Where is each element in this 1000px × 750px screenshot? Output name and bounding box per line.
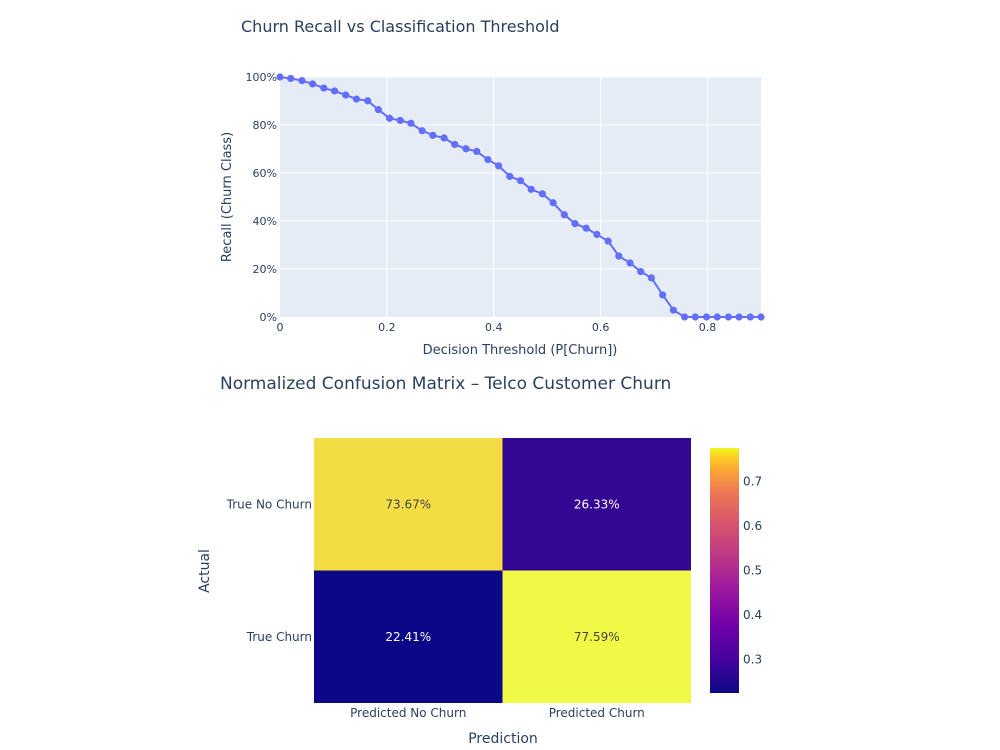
recall-point [462,145,470,153]
recall-point [691,313,699,321]
recall-point [440,134,448,142]
recall-point [713,313,721,321]
x-tick-label: 0.8 [699,321,717,334]
recall-point [560,211,568,219]
recall-point [593,230,601,239]
heatmap-cell-label: 77.59% [574,630,620,644]
recall-point [364,97,372,105]
recall-point [429,131,437,139]
y-tick-label: 40% [253,215,277,228]
recall-point [473,147,481,155]
recall-point [582,224,590,232]
colorbar-tick-label: 0.5 [743,564,762,578]
recall-point [352,95,361,103]
recall-point [669,306,677,314]
heatmap-cell [314,570,503,703]
recall-point [702,313,711,321]
recall-point [647,274,656,282]
recall-point [276,73,284,81]
recall-point [527,185,535,193]
recall-point [724,313,732,321]
recall-point [659,291,667,299]
line-chart-series [276,73,765,321]
recall-point [604,237,612,245]
recall-point [320,84,328,92]
colorbar-tick-label: 0.3 [743,652,762,666]
recall-point [571,220,579,228]
colorbar-tick-label: 0.4 [743,608,762,622]
y-tick-label: 100% [246,71,277,84]
heatmap-y-label: Actual [197,549,213,593]
y-tick-label: 20% [253,263,277,276]
y-tick-label: 60% [253,167,277,180]
recall-point [626,259,634,267]
heatmap-x-label: Prediction [468,731,538,747]
colorbar-ticks: 0.3 0.4 0.5 0.6 0.7 [743,475,762,667]
recall-point [396,116,404,125]
recall-point [615,252,623,260]
recall-point [484,155,492,164]
heatmap-cell [502,570,691,703]
x-tick-label: 0.4 [485,321,503,334]
line-chart-x-label: Decision Threshold (P[Churn]) [423,343,618,358]
heatmap-cells: 73.67% 26.33% 22.41% 77.59% Predicted No Chu… [226,438,691,720]
recall-point [385,114,394,122]
heatmap-x-tick-label: Predicted Churn [549,706,645,720]
recall-point [418,127,426,135]
y-tick-label: 80% [253,119,277,132]
recall-point [516,177,525,185]
recall-point [680,313,689,321]
heatmap-cell-label: 26.33% [574,497,620,511]
recall-point [287,74,295,83]
heatmap-title: Normalized Confusion Matrix – Telco Cust… [220,374,671,394]
recall-point [757,313,765,321]
heatmap-cell [502,438,691,571]
recall-point [494,162,503,170]
heatmap-cell-label: 22.41% [385,630,431,644]
recall-point [637,268,645,276]
heatmap-y-tick-label: True Churn [246,630,312,644]
line-chart-y-label: Recall (Churn Class) [220,132,235,262]
colorbar-tick-label: 0.6 [743,519,762,533]
line-chart-x-ticks: 0 0.2 0.4 0.6 0.8 [277,321,717,334]
heatmap-cell [314,438,503,571]
x-tick-label: 0 [277,321,284,334]
y-tick-label: 0% [260,311,277,324]
recall-point [330,87,339,95]
x-tick-label: 0.6 [592,321,610,334]
line-chart-y-ticks: 0% 20% 40% 60% 80% 100% [246,71,277,324]
recall-point [735,313,743,321]
recall-point [342,91,350,99]
colorbar-tick-label: 0.7 [743,475,762,489]
colorbar [710,448,739,693]
heatmap-y-tick-label: True No Churn [226,497,312,511]
recall-point [374,106,382,114]
recall-point [538,190,547,198]
recall-point [746,313,754,321]
recall-point [451,140,459,149]
heatmap-cell-label: 73.67% [385,497,431,511]
recall-point [298,77,306,85]
recall-point [309,80,317,88]
plot-background [280,77,761,317]
recall-point [407,119,415,127]
line-chart-grid [280,76,761,317]
recall-point [506,172,514,180]
line-chart-title: Churn Recall vs Classification Threshold [241,17,560,36]
recall-point [549,199,557,207]
heatmap-x-tick-label: Predicted No Churn [350,706,466,720]
x-tick-label: 0.2 [378,321,396,334]
